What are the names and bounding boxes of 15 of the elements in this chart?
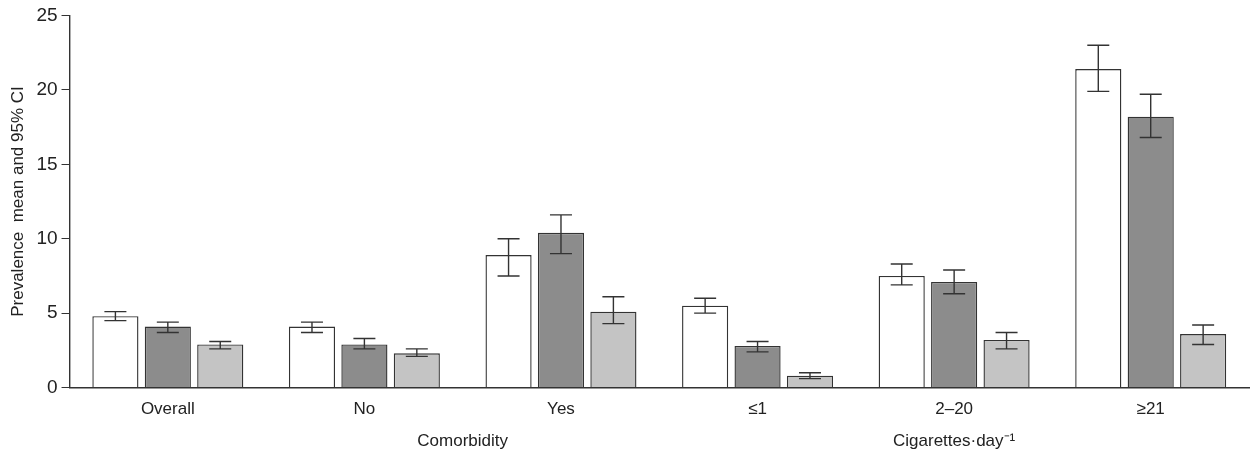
y-axis-title: Prevalence mean and 95% CI xyxy=(7,86,27,317)
x-tick-label: Yes xyxy=(547,399,575,419)
x-tick-label: 2–20 xyxy=(935,399,974,419)
text: Cigarettes·day⁻¹ xyxy=(893,431,1016,450)
x-tick-label: ≤1 xyxy=(748,399,767,419)
y-tick-label: 10 xyxy=(36,226,58,248)
y-tick-label: 15 xyxy=(36,152,58,174)
y-tick-label: 5 xyxy=(46,301,58,323)
y-tick-label: 25 xyxy=(36,3,58,25)
x-tick-label: No xyxy=(353,399,376,419)
y-tick-label: 20 xyxy=(36,78,58,100)
x-tick-label: ≥21 xyxy=(1136,399,1165,419)
x-tick-label: Overall xyxy=(140,399,195,419)
y-tick-label: 0 xyxy=(46,375,58,397)
text: Comorbidity xyxy=(417,431,509,450)
